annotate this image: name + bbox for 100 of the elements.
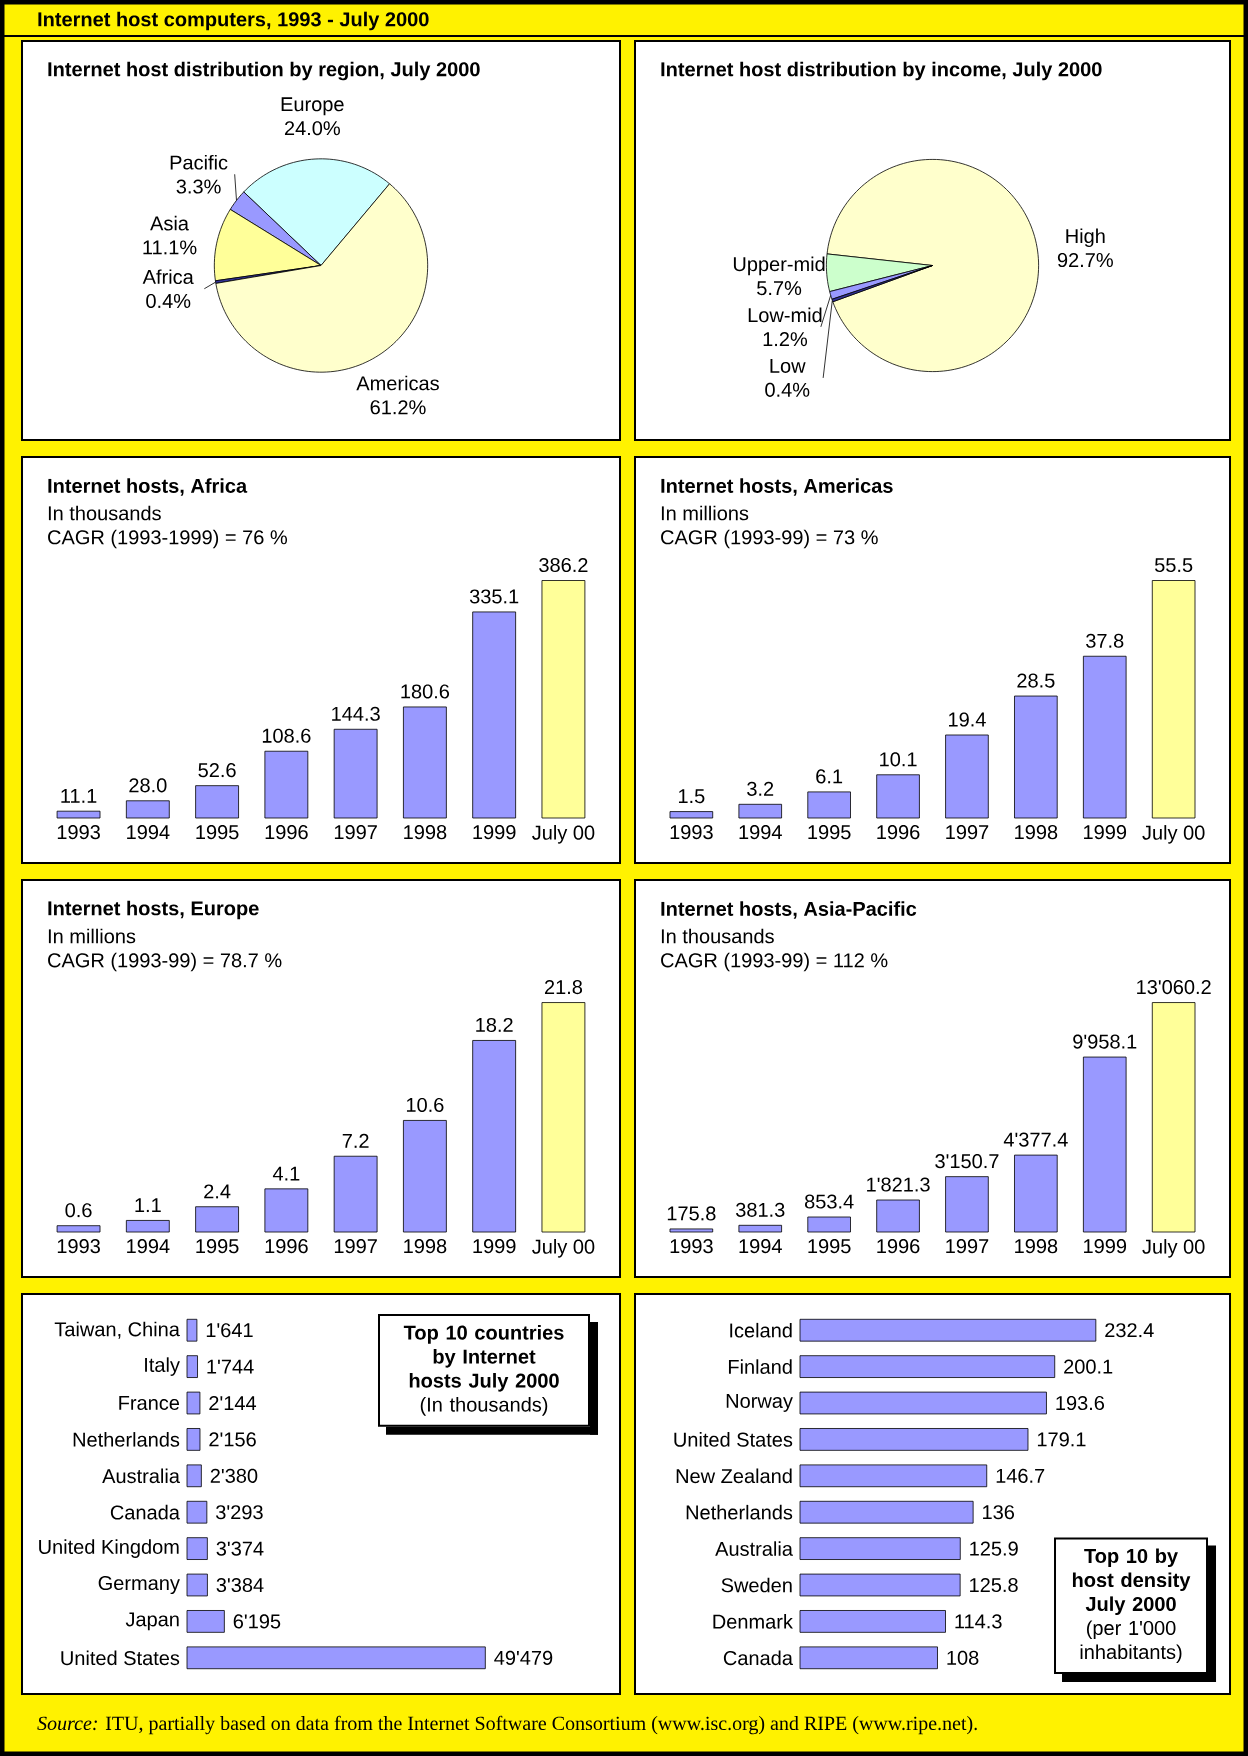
text: (In thousands) (420, 1397, 548, 1416)
bar (799, 1500, 974, 1524)
data-label: 193.6 (1056, 1395, 1105, 1411)
bar (186, 1500, 208, 1524)
bar (125, 800, 170, 819)
bar (186, 1428, 201, 1451)
data-label: 3'384 (216, 1577, 264, 1593)
data-label: 10.1 (880, 752, 917, 767)
x-tick-label: 1997 (946, 1239, 989, 1254)
data-label: 19.4 (949, 712, 986, 727)
chart-subtitle: In millions (661, 505, 749, 521)
bar (1082, 1056, 1127, 1233)
data-label: 24.0% (284, 121, 340, 136)
data-label: 49'479 (494, 1650, 553, 1665)
x-tick-label: 1999 (1084, 825, 1127, 840)
bar (799, 1610, 946, 1633)
bar (807, 1216, 851, 1233)
text: CAGR (1993-1999) = 76 % (48, 529, 288, 549)
x-tick-label: 1996 (877, 1239, 920, 1254)
chart-title: Internet hosts, Americas (661, 478, 893, 496)
x-tick-label: 1998 (1015, 825, 1058, 840)
slice-label: Low-mid (748, 307, 822, 323)
x-tick-label: 1996 (265, 1239, 308, 1254)
bar (1151, 580, 1196, 819)
text: Top 10 by host density July 2000 (1072, 1548, 1191, 1616)
bar (186, 1391, 201, 1415)
bar (799, 1428, 1029, 1451)
data-label: 18.2 (476, 1017, 513, 1033)
data-label: 1'641 (206, 1323, 253, 1338)
y-tick-label: Taiwan, China (54, 1321, 180, 1339)
x-tick-label: 1997 (946, 825, 989, 840)
data-label: 232.4 (1105, 1323, 1154, 1338)
slice-label: Low (770, 358, 806, 373)
text: CAGR (1993-99) = 78.7 % (48, 952, 282, 972)
data-label: 114.3 (955, 1614, 1002, 1629)
bar (799, 1573, 961, 1597)
y-tick-label: Sweden (721, 1577, 792, 1593)
x-tick-label: 1993 (670, 1239, 713, 1254)
bar (264, 750, 309, 819)
x-tick-label: 1996 (265, 825, 308, 840)
data-label: 1.2% (763, 332, 808, 347)
slice-label: High (1066, 228, 1105, 248)
slice-label: Europe (281, 97, 344, 116)
bar (1082, 655, 1127, 819)
bar (799, 1355, 1056, 1378)
y-tick-label: Australia (715, 1541, 793, 1556)
bar (472, 611, 517, 819)
y-tick-label: France (119, 1396, 180, 1410)
x-tick-label: 1995 (808, 1239, 851, 1254)
bar (333, 1155, 378, 1233)
bar (264, 1188, 309, 1233)
bar (541, 1002, 586, 1233)
x-tick-label: 1995 (196, 1239, 239, 1254)
x-tick-label: 1999 (1084, 1239, 1127, 1254)
x-tick-label: 1993 (57, 1239, 100, 1254)
bar (186, 1646, 486, 1670)
data-label: 381.3 (735, 1202, 785, 1217)
y-tick-label: Australia (102, 1468, 180, 1484)
y-tick-label: Iceland (730, 1322, 792, 1338)
text: Source: ITU, partially based on data from the Internet Software Consortium (www.isc.org) and RIPE (www.ripe.net). (37, 1715, 977, 1735)
x-tick-label: 1997 (334, 825, 377, 840)
bar (541, 580, 586, 819)
slice-label: Americas (356, 375, 439, 391)
x-tick-label: 1995 (196, 825, 239, 840)
data-label: 3'374 (216, 1541, 264, 1556)
bar (799, 1646, 938, 1670)
x-tick-label: 1994 (739, 1239, 782, 1254)
data-label: 3.2 (747, 781, 774, 796)
bar (56, 810, 101, 819)
data-label: 4'377.4 (1003, 1132, 1068, 1147)
data-label: 7.2 (342, 1133, 369, 1148)
x-tick-label: 1998 (1015, 1239, 1058, 1254)
slice-label: Africa (142, 269, 194, 285)
data-label: 108.6 (262, 728, 311, 743)
data-label: 179.1 (1037, 1432, 1086, 1447)
chart-subtitle: In thousands (48, 505, 161, 521)
bar (186, 1573, 208, 1597)
data-label: 55.5 (1155, 558, 1193, 573)
data-label: 0.4% (765, 382, 810, 397)
data-label: 175.8 (667, 1206, 716, 1221)
data-label: 4.1 (272, 1166, 300, 1181)
bar (1014, 1154, 1058, 1233)
data-label: 11.1 (61, 789, 97, 803)
x-tick-label: 1999 (473, 1239, 516, 1254)
x-tick-label: 1998 (404, 825, 447, 840)
bar (186, 1610, 225, 1633)
chart-title: Internet hosts, Asia-Pacific (661, 901, 917, 919)
bar (186, 1318, 198, 1342)
bar (945, 1176, 989, 1233)
data-label: 0.4% (146, 293, 191, 309)
y-tick-label: Canada (723, 1650, 793, 1666)
bar (799, 1537, 961, 1560)
x-tick-label: 1993 (670, 825, 713, 840)
data-label: 853.4 (805, 1194, 854, 1209)
bar (186, 1464, 202, 1488)
data-label: 386.2 (539, 557, 588, 573)
bar (876, 774, 920, 819)
chart-subtitle: In millions (48, 928, 136, 944)
bar (799, 1318, 1097, 1342)
bar (186, 1537, 208, 1560)
